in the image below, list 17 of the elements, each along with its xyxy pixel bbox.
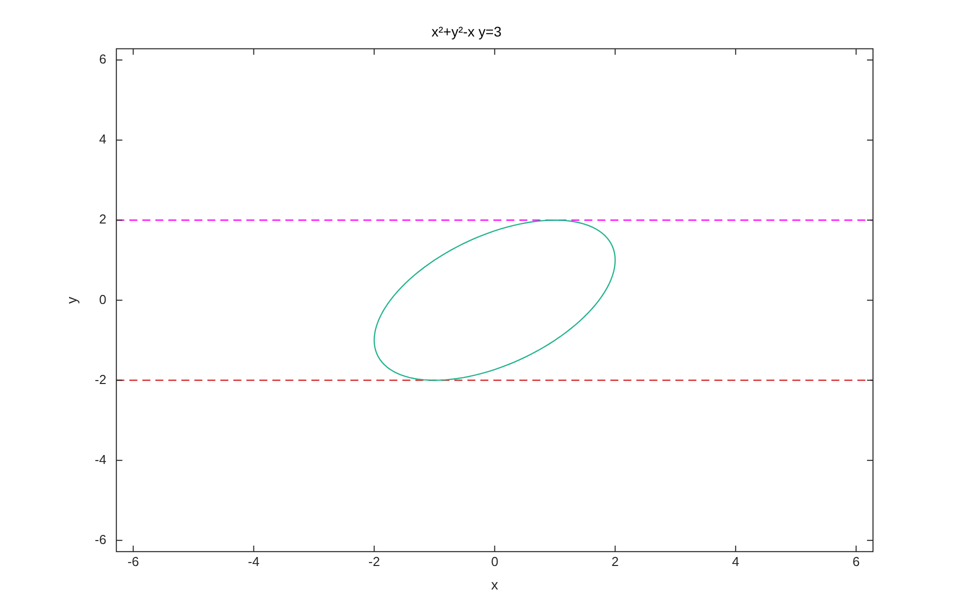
x-tick-label: 4 (732, 554, 740, 569)
y-tick-label: 6 (99, 52, 106, 67)
x-tick-label: -2 (368, 554, 380, 569)
y-tick-label: -4 (94, 452, 106, 467)
y-tick-label: -6 (94, 532, 106, 547)
x-axis-title: x (491, 576, 498, 592)
y-tick-label: 2 (99, 212, 106, 227)
x-tick-label: 0 (491, 554, 498, 569)
x-tick-label: 2 (612, 554, 619, 569)
y-axis-title: y (63, 296, 80, 304)
y-tick-label: 4 (99, 132, 106, 147)
y-tick-label: -2 (94, 372, 106, 387)
x-tick-label: -4 (248, 554, 260, 569)
x-tick-label: -6 (127, 554, 140, 569)
y-tick-label: 0 (99, 292, 106, 307)
x-tick-label: 6 (852, 554, 860, 569)
chart-title: x²+y²-x y=3 (431, 23, 502, 40)
